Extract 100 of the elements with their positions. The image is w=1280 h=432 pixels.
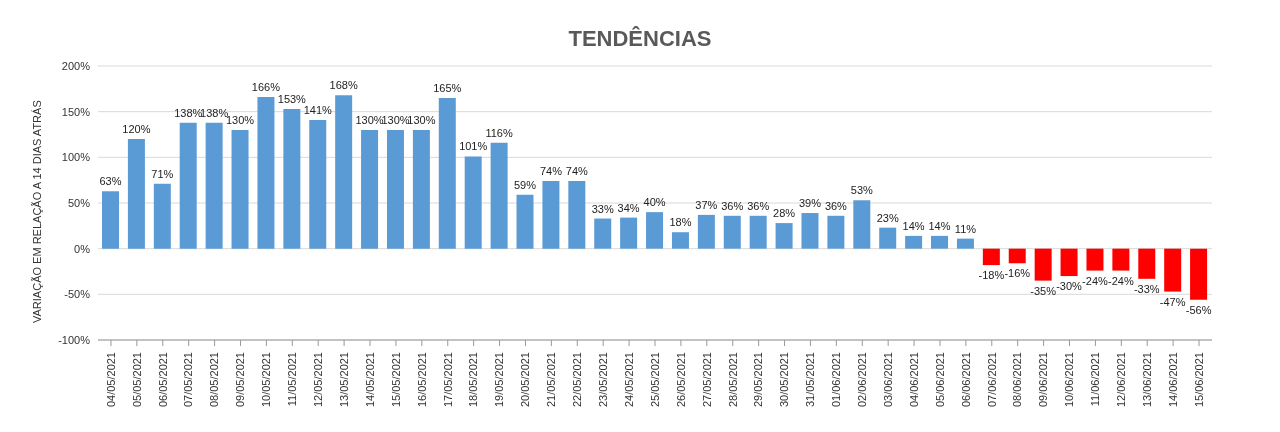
- x-tick-label: 13/05/2021: [337, 352, 350, 408]
- bar: [179, 122, 197, 249]
- x-tick-label: 01/06/2021: [830, 352, 843, 408]
- data-label: 36%: [721, 199, 744, 212]
- x-tick-label: 15/05/2021: [389, 352, 402, 408]
- x-tick-label: 08/05/2021: [208, 352, 221, 408]
- x-tick-label: 27/05/2021: [700, 352, 713, 408]
- bar: [620, 217, 638, 249]
- y-tick-label: 50%: [67, 196, 91, 209]
- data-label: -24%: [1108, 274, 1134, 287]
- x-tick-label: 19/05/2021: [493, 352, 506, 408]
- data-label: 116%: [485, 126, 513, 139]
- x-tick-label: 31/05/2021: [804, 352, 817, 408]
- x-tick-label: 11/05/2021: [286, 352, 299, 407]
- x-tick-label: 07/06/2021: [985, 352, 998, 408]
- data-label: 36%: [747, 199, 770, 212]
- x-tick-label: 28/05/2021: [726, 352, 739, 408]
- bar: [386, 129, 404, 249]
- data-label: 101%: [459, 140, 488, 153]
- bar: [1086, 248, 1104, 271]
- x-tick-label: 04/06/2021: [907, 352, 920, 408]
- bar: [1138, 248, 1156, 279]
- x-tick-label: 13/06/2021: [1141, 352, 1154, 408]
- bar: [879, 227, 897, 249]
- x-tick-label: 17/05/2021: [441, 352, 454, 408]
- bar: [283, 108, 301, 249]
- data-label: 34%: [617, 201, 640, 214]
- x-tick-label: 23/05/2021: [597, 352, 609, 408]
- data-label: 18%: [669, 216, 692, 229]
- x-tick-label: 12/06/2021: [1115, 352, 1128, 408]
- bar: [594, 218, 612, 249]
- y-tick-label: -50%: [64, 288, 91, 301]
- bar: [905, 235, 923, 249]
- bar: [335, 95, 353, 249]
- data-label: 153%: [277, 92, 307, 105]
- data-label: 168%: [329, 79, 358, 92]
- data-label: 59%: [514, 178, 537, 191]
- x-tick-label: 15/06/2021: [1192, 352, 1205, 408]
- bar: [801, 213, 819, 249]
- y-tick-label: 0%: [74, 242, 91, 255]
- data-label: -18%: [978, 269, 1005, 282]
- x-tick-label: 10/06/2021: [1063, 352, 1076, 408]
- data-label: 37%: [695, 198, 718, 211]
- bar: [1060, 248, 1078, 277]
- y-tick-label: 200%: [61, 59, 91, 72]
- data-label: -47%: [1159, 295, 1186, 308]
- data-label: 33%: [591, 202, 614, 215]
- x-tick-label: 14/05/2021: [363, 352, 376, 408]
- x-tick-label: 22/05/2021: [571, 352, 584, 408]
- bar: [231, 129, 249, 249]
- x-tick-label: 07/05/2021: [182, 352, 195, 408]
- y-tick-label: 100%: [61, 151, 91, 164]
- x-tick-label: 21/05/2021: [545, 352, 558, 408]
- bar: [568, 181, 586, 249]
- chart-title: TENDÊNCIAS: [567, 26, 713, 52]
- x-tick-label: 10/05/2021: [260, 352, 273, 408]
- data-label: 14%: [902, 219, 925, 232]
- data-label: 23%: [876, 211, 899, 224]
- x-tick-label: 05/06/2021: [933, 352, 946, 408]
- data-label: 141%: [303, 103, 333, 116]
- data-label: 120%: [122, 123, 151, 136]
- data-label: -56%: [1185, 303, 1212, 316]
- bar: [671, 232, 689, 249]
- x-tick-label: 03/06/2021: [881, 352, 894, 408]
- x-tick-label: 09/06/2021: [1037, 352, 1050, 408]
- data-label: 28%: [773, 207, 796, 220]
- x-tick-label: 18/05/2021: [467, 352, 480, 408]
- x-tick-label: 20/05/2021: [519, 352, 532, 408]
- x-tick-label: 05/05/2021: [130, 352, 143, 408]
- bar: [1112, 248, 1130, 271]
- bar: [490, 142, 508, 249]
- data-label: 130%: [407, 113, 436, 126]
- data-label: 166%: [251, 81, 281, 94]
- x-tick-label: 02/06/2021: [856, 352, 869, 408]
- y-axis-title: VARIAÇÃO EM RELAÇÃO A 14 DIAS ATRÁS: [30, 100, 43, 323]
- data-label: -16%: [1004, 267, 1031, 280]
- data-label: 165%: [433, 81, 462, 94]
- data-label: 14%: [928, 219, 951, 232]
- y-tick-label: -100%: [58, 333, 91, 346]
- data-label: 39%: [798, 197, 822, 210]
- bar: [956, 238, 974, 249]
- bar: [542, 181, 560, 249]
- bar: [464, 156, 482, 249]
- bar: [1034, 248, 1052, 281]
- x-tick-label: 06/05/2021: [156, 352, 169, 408]
- data-label: -33%: [1133, 282, 1160, 295]
- x-tick-label: 12/05/2021: [312, 352, 325, 408]
- bar: [853, 200, 871, 249]
- bar: [827, 215, 845, 249]
- x-tick-label: 06/06/2021: [959, 352, 972, 408]
- y-tick-label: 150%: [61, 105, 91, 118]
- bar: [516, 194, 534, 249]
- bar: [412, 129, 430, 249]
- bar: [697, 214, 715, 249]
- data-label: 130%: [381, 113, 410, 126]
- data-label: -30%: [1056, 280, 1083, 293]
- x-tick-label: 26/05/2021: [674, 352, 687, 408]
- data-label: 40%: [643, 196, 666, 209]
- data-label: 36%: [824, 199, 848, 212]
- bar: [982, 248, 1000, 266]
